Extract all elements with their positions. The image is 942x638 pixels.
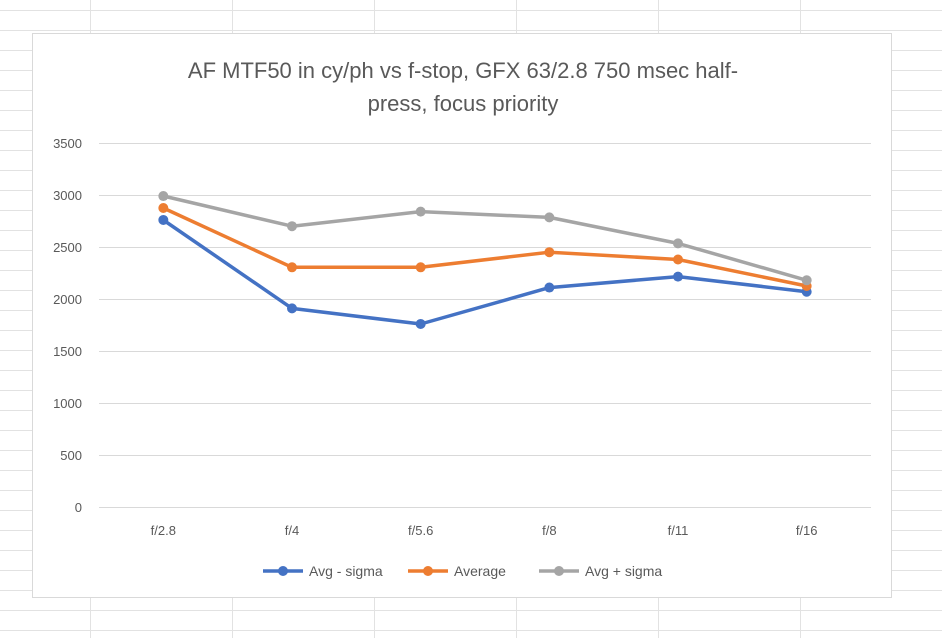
x-tick-label: f/11 — [668, 523, 689, 538]
y-tick-label: 1500 — [53, 344, 82, 359]
data-point-avg-sigma — [415, 318, 426, 329]
y-tick-label: 2000 — [53, 292, 82, 307]
data-point-avg-sigma — [287, 303, 297, 314]
legend-marker-avg-sigma — [278, 566, 288, 576]
gridlines — [99, 143, 871, 508]
chart-canvas: AF MTF50 in cy/ph vs f-stop, GFX 63/2.8 … — [53, 58, 871, 579]
y-tick-label: 0 — [75, 500, 82, 515]
x-tick-label: f/5.6 — [408, 523, 433, 538]
y-tick-label: 1000 — [53, 396, 82, 411]
y-tick-label: 3000 — [53, 188, 82, 203]
data-point-avg-sigma — [287, 221, 297, 232]
x-tick-label: f/4 — [285, 523, 299, 538]
chart-title-line: press, focus priority — [368, 91, 559, 116]
legend-label-avg-sigma: Avg + sigma — [585, 563, 662, 579]
y-axis: 0 500 1000 1500 2000 2500 3000 3500 — [53, 136, 82, 515]
y-tick-label: 500 — [60, 448, 82, 463]
plot-series — [158, 191, 812, 329]
data-point-average — [415, 262, 426, 273]
data-point-avg-sigma — [673, 271, 683, 282]
data-point-avg-sigma — [158, 214, 169, 225]
series-line-avg-sigma — [161, 218, 809, 326]
data-point-average — [287, 262, 297, 273]
series-line-avg-sigma — [161, 194, 809, 283]
legend-label-avg-sigma: Avg - sigma — [309, 563, 383, 579]
x-tick-label: f/2.8 — [151, 523, 176, 538]
data-point-average — [544, 247, 555, 258]
x-tick-label: f/16 — [796, 523, 818, 538]
chart-title: AF MTF50 in cy/ph vs f-stop, GFX 63/2.8 … — [188, 58, 738, 116]
chart-title-line: AF MTF50 in cy/ph vs f-stop, GFX 63/2.8 … — [188, 58, 738, 83]
x-axis: f/2.8 f/4 f/5.6 f/8 f/11 f/16 — [151, 523, 818, 538]
data-point-avg-sigma — [801, 275, 812, 286]
legend-label-average: Average — [454, 563, 506, 579]
data-point-avg-sigma — [673, 238, 683, 249]
y-tick-label: 2500 — [53, 240, 82, 255]
data-point-average — [673, 254, 683, 265]
legend-marker-average — [423, 566, 433, 576]
chart-area[interactable]: AF MTF50 in cy/ph vs f-stop, GFX 63/2.8 … — [32, 33, 892, 598]
series-line-average — [161, 206, 809, 288]
x-tick-label: f/8 — [542, 523, 556, 538]
data-point-average — [158, 203, 169, 213]
legend-marker-avg-sigma — [554, 566, 564, 576]
data-point-avg-sigma — [544, 282, 555, 293]
legend: Avg - sigma Average Avg + sigma — [263, 563, 662, 579]
data-point-avg-sigma — [158, 191, 169, 202]
y-tick-label: 3500 — [53, 136, 82, 151]
data-point-avg-sigma — [415, 206, 426, 217]
data-point-avg-sigma — [544, 212, 555, 223]
